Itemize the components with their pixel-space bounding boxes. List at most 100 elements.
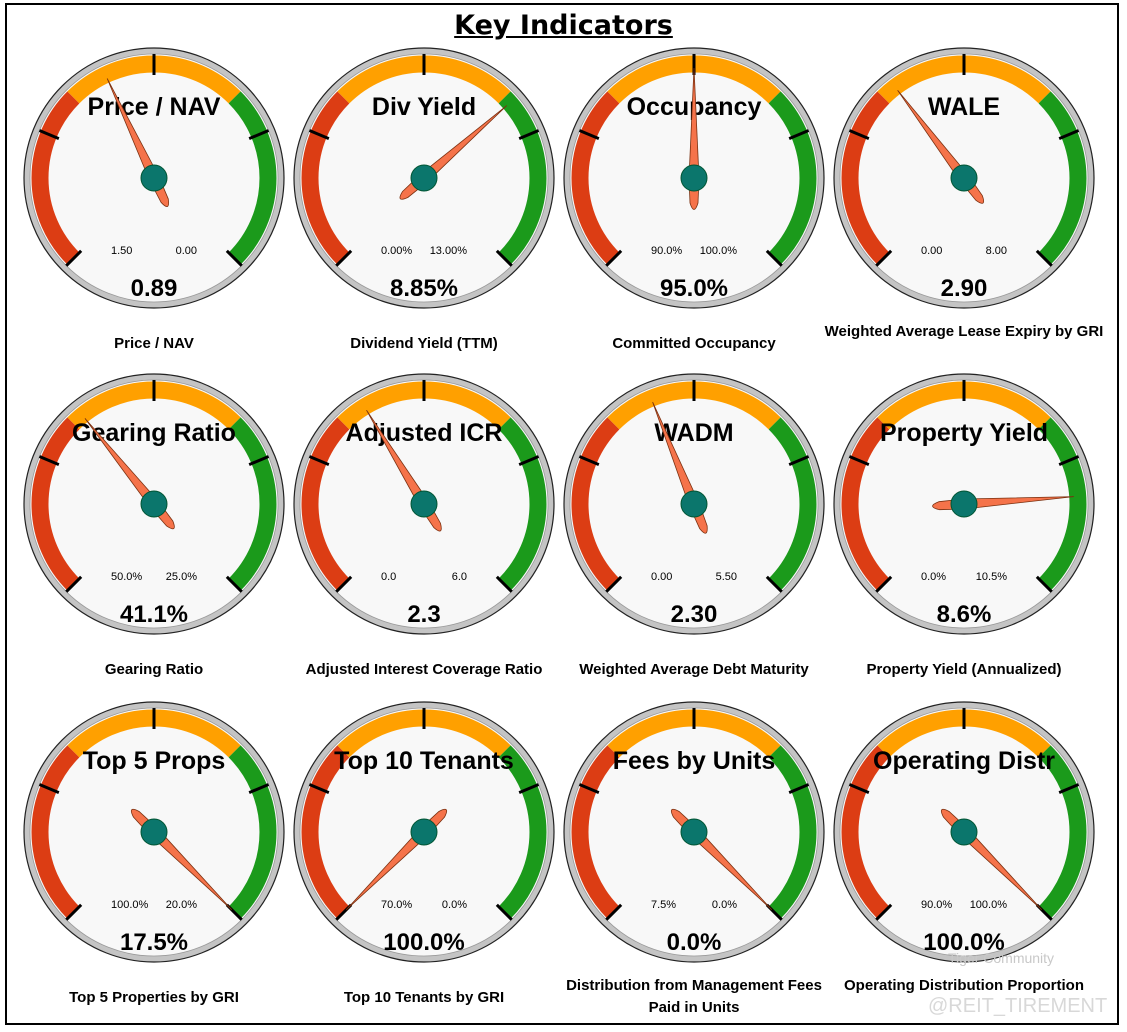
gauge-10: Top 10 Tenants 70.0% 0.0% 100.0% bbox=[293, 701, 555, 963]
needle-hub bbox=[680, 490, 708, 518]
red-zone bbox=[31, 91, 80, 265]
green-zone bbox=[498, 745, 547, 919]
green-zone bbox=[768, 91, 817, 265]
green-zone bbox=[228, 417, 277, 591]
gauge-value: 2.30 bbox=[671, 601, 718, 628]
gauge-4: WALE 0.00 8.00 2.90 bbox=[833, 47, 1095, 309]
max-label: 0.0% bbox=[712, 899, 737, 911]
min-label: 90.0% bbox=[921, 899, 952, 911]
needle-hub bbox=[950, 164, 978, 192]
red-zone bbox=[841, 91, 890, 265]
min-label: 7.5% bbox=[651, 899, 676, 911]
tick-mark bbox=[38, 783, 60, 794]
min-label: 1.50 bbox=[111, 245, 132, 257]
red-zone bbox=[31, 745, 80, 919]
gauge-caption: Top 5 Properties by GRI bbox=[69, 989, 239, 1006]
gauge-title: Adjusted ICR bbox=[346, 419, 503, 447]
tick-mark bbox=[605, 903, 623, 921]
red-zone bbox=[301, 91, 350, 265]
min-label: 0.0% bbox=[921, 571, 946, 583]
gauge-title: Gearing Ratio bbox=[72, 419, 236, 447]
red-zone bbox=[31, 417, 80, 591]
max-label: 13.00% bbox=[430, 245, 468, 257]
gauge-value: 41.1% bbox=[120, 601, 188, 628]
gauge-6: Adjusted ICR 0.0 6.0 2.3 bbox=[293, 373, 555, 635]
needle-hub bbox=[680, 818, 708, 846]
gauge-caption: Price / NAV bbox=[114, 335, 194, 352]
red-zone bbox=[841, 417, 890, 591]
tick-mark bbox=[308, 783, 330, 794]
gauge-value: 2.3 bbox=[407, 601, 440, 628]
min-label: 70.0% bbox=[381, 899, 412, 911]
min-label: 0.0 bbox=[381, 571, 396, 583]
gauge-value: 2.90 bbox=[941, 275, 988, 302]
tick-mark bbox=[495, 249, 513, 267]
tick-mark bbox=[308, 455, 330, 466]
gauge-9: Top 5 Props 100.0% 20.0% 17.5% bbox=[23, 701, 285, 963]
max-label: 100.0% bbox=[970, 899, 1008, 911]
gauge-value: 100.0% bbox=[383, 929, 464, 956]
tick-mark bbox=[848, 455, 870, 466]
tick-mark bbox=[1035, 575, 1053, 593]
max-label: 8.00 bbox=[986, 245, 1007, 257]
tick-mark bbox=[1058, 129, 1080, 140]
red-zone bbox=[301, 745, 350, 919]
green-zone bbox=[1038, 417, 1087, 591]
needle-hub bbox=[410, 490, 438, 518]
gauge-1: Price / NAV 1.50 0.00 0.89 bbox=[23, 47, 285, 309]
min-label: 90.0% bbox=[651, 245, 682, 257]
max-label: 6.0 bbox=[452, 571, 467, 583]
min-label: 0.00 bbox=[921, 245, 942, 257]
gauge-caption: Operating Distribution Proportion bbox=[844, 977, 1084, 994]
needle-hub bbox=[410, 164, 438, 192]
green-zone bbox=[768, 745, 817, 919]
gauge-caption: Weighted Average Debt Maturity bbox=[579, 661, 809, 678]
tick-mark bbox=[578, 129, 600, 140]
needle-hub bbox=[680, 164, 708, 192]
tick-mark bbox=[875, 575, 893, 593]
gauge-value: 8.85% bbox=[390, 275, 458, 302]
green-zone bbox=[768, 417, 817, 591]
green-zone bbox=[498, 91, 547, 265]
gauge-value: 95.0% bbox=[660, 275, 728, 302]
green-zone bbox=[1038, 745, 1087, 919]
tick-mark bbox=[335, 575, 353, 593]
tick-mark bbox=[518, 455, 540, 466]
gauge-caption: Property Yield (Annualized) bbox=[866, 661, 1062, 678]
needle-hub bbox=[950, 818, 978, 846]
tick-mark bbox=[578, 455, 600, 466]
gauge-2: Div Yield 0.00% 13.00% 8.85% bbox=[293, 47, 555, 309]
gauge-12: Operating Distr 90.0% 100.0% 100.0% bbox=[833, 701, 1095, 963]
min-label: 0.00% bbox=[381, 245, 412, 257]
gauge-value: 0.0% bbox=[667, 929, 722, 956]
gauge-value: 100.0% bbox=[923, 929, 1004, 956]
tick-mark bbox=[495, 575, 513, 593]
tick-mark bbox=[848, 129, 870, 140]
needle-hub bbox=[140, 164, 168, 192]
gauge-value: 0.89 bbox=[131, 275, 178, 302]
tick-mark bbox=[65, 575, 83, 593]
max-label: 100.0% bbox=[700, 245, 738, 257]
tick-mark bbox=[848, 783, 870, 794]
needle-hub bbox=[140, 490, 168, 518]
red-zone bbox=[571, 417, 620, 591]
max-label: 5.50 bbox=[716, 571, 737, 583]
gauge-3: Occupancy90.0%100.0%95.0% bbox=[563, 47, 825, 309]
gauge-5: Gearing Ratio 50.0% 25.0% 41.1% bbox=[23, 373, 285, 635]
green-zone bbox=[228, 745, 277, 919]
tick-mark bbox=[1058, 455, 1080, 466]
tick-mark bbox=[248, 783, 270, 794]
tick-mark bbox=[518, 129, 540, 140]
max-label: 10.5% bbox=[976, 571, 1007, 583]
red-zone bbox=[571, 91, 620, 265]
tick-mark bbox=[518, 783, 540, 794]
gauge-title: Fees by Units bbox=[613, 747, 776, 775]
gauge-caption: Adjusted Interest Coverage Ratio bbox=[305, 661, 543, 678]
gauge-caption: Weighted Average Lease Expiry by GRI bbox=[824, 323, 1104, 340]
min-label: 50.0% bbox=[111, 571, 142, 583]
tick-mark bbox=[65, 903, 83, 921]
tick-mark bbox=[38, 129, 60, 140]
tick-mark bbox=[788, 783, 810, 794]
gauge-value: 8.6% bbox=[937, 601, 992, 628]
